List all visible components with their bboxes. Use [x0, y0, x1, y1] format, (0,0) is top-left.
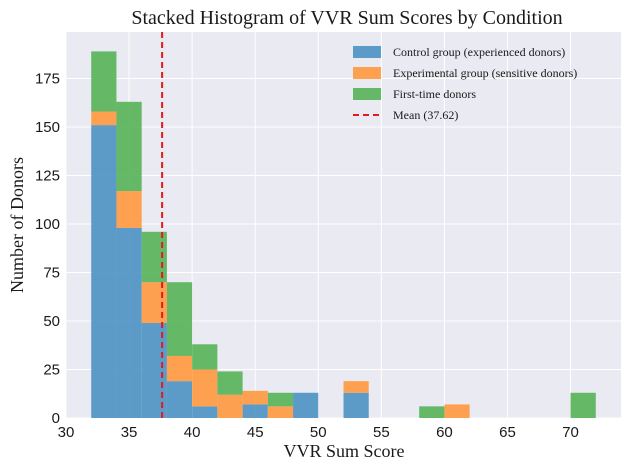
histogram-bar-series-1	[343, 392, 369, 418]
histogram-bar-series-2	[91, 111, 117, 126]
y-tick-label: 0	[52, 410, 60, 427]
y-tick-label: 175	[35, 71, 60, 88]
y-tick-label: 25	[43, 362, 60, 379]
histogram-bar-series-2	[267, 406, 294, 418]
histogram-bar-series-1	[91, 125, 117, 418]
histogram-bar-series-2	[141, 282, 167, 323]
histogram-bar-series-3	[116, 101, 142, 192]
legend: Control group (experienced donors) Experi…	[353, 45, 577, 122]
histogram-bar-series-1	[166, 381, 193, 418]
y-axis-ticks: 0 25 50 75 100 125 150 175	[35, 71, 60, 427]
histogram-bar-series-3	[419, 406, 445, 418]
x-tick-label: 50	[310, 424, 327, 441]
chart-title: Stacked Histogram of VVR Sum Scores by C…	[131, 7, 562, 29]
histogram-bar-series-3	[267, 392, 294, 407]
histogram-bar-series-2	[242, 390, 268, 405]
histogram-bar-series-3	[91, 51, 117, 112]
histogram-bar-series-2	[217, 394, 243, 418]
histogram-bar-series-1	[116, 227, 142, 418]
x-axis-label: VVR Sum Score	[284, 441, 405, 461]
histogram-bar-series-2	[192, 369, 218, 407]
legend-swatch	[353, 46, 381, 58]
x-tick-label: 65	[499, 424, 516, 441]
x-tick-label: 55	[373, 424, 390, 441]
histogram-bar-series-1	[242, 404, 268, 418]
x-tick-label: 60	[436, 424, 453, 441]
y-tick-label: 125	[35, 168, 60, 185]
histogram-bar-series-3	[192, 344, 218, 370]
x-tick-label: 70	[562, 424, 579, 441]
histogram-bar-series-2	[116, 191, 142, 228]
histogram-bar-series-2	[444, 404, 470, 418]
legend-mean-label: Mean (37.62)	[393, 108, 458, 122]
histogram-bar-series-2	[166, 355, 193, 382]
y-axis-label: Number of Donors	[7, 157, 27, 293]
x-tick-label: 35	[121, 424, 138, 441]
legend-swatch	[353, 67, 381, 79]
histogram-bar-series-3	[217, 371, 243, 395]
x-tick-label: 40	[184, 424, 201, 441]
histogram-bar-series-2	[343, 381, 369, 393]
legend-swatch	[353, 88, 381, 100]
legend-label: Experimental group (sensitive donors)	[393, 66, 577, 80]
histogram-bar-series-3	[570, 392, 596, 418]
x-axis-ticks: 30 35 40 45 50 55 60 65 70	[58, 424, 579, 441]
y-tick-label: 150	[35, 119, 60, 136]
histogram-bar-series-1	[293, 392, 319, 418]
y-tick-label: 50	[43, 313, 60, 330]
x-tick-label: 45	[247, 424, 264, 441]
legend-label: First-time donors	[393, 87, 476, 101]
legend-label: Control group (experienced donors)	[393, 45, 565, 59]
histogram-bar-series-1	[141, 322, 167, 418]
x-tick-label: 30	[58, 424, 75, 441]
y-tick-label: 75	[43, 265, 60, 282]
histogram-bar-series-1	[192, 406, 218, 418]
y-tick-label: 100	[35, 216, 60, 233]
histogram-bar-series-3	[141, 231, 167, 283]
histogram-bar-series-3	[166, 282, 193, 356]
